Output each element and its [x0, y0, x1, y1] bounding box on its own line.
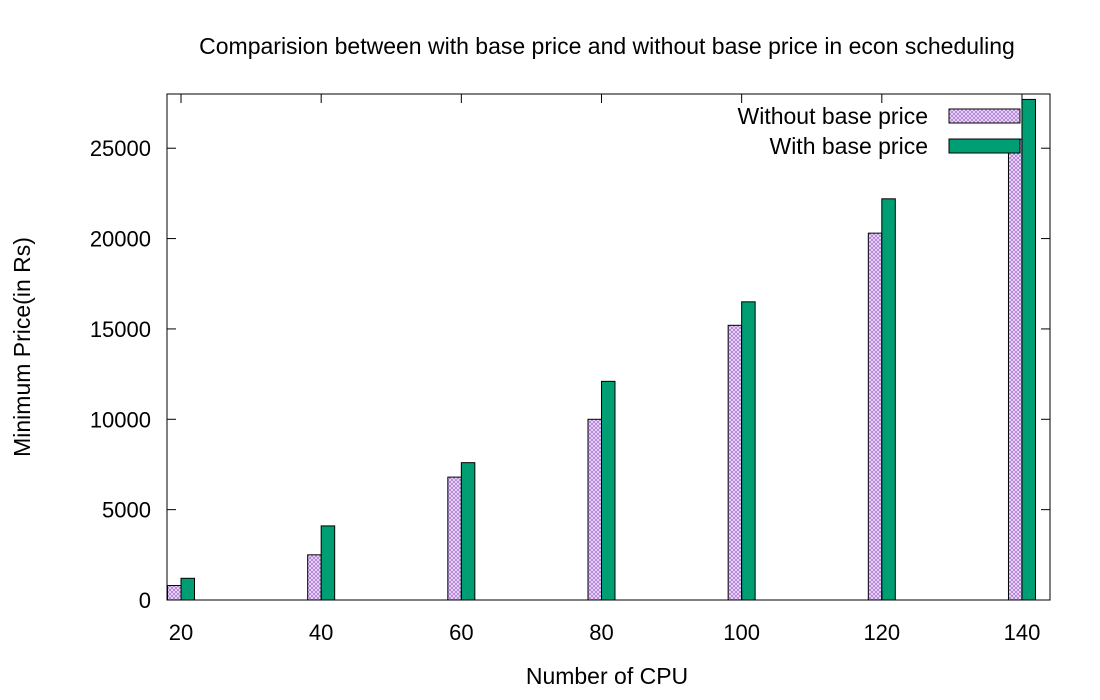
chart-title: Comparision between with base price and …: [199, 33, 1015, 59]
bar-without-base-price-20: [167, 585, 182, 601]
bar-without-base-price-80: [587, 418, 602, 601]
x-tick-label: 20: [169, 620, 193, 645]
x-tick-label: 140: [1004, 620, 1041, 645]
y-axis-label: Minimum Price(in Rs): [9, 237, 35, 457]
y-tick-label: 5000: [102, 498, 151, 523]
legend-label-with-base-price: With base price: [769, 133, 928, 159]
y-tick-label: 0: [139, 588, 151, 613]
bar-without-base-price-120: [867, 232, 883, 601]
bar-with-base-price-140: [1021, 98, 1036, 601]
bar-with-base-price-100: [741, 301, 756, 601]
bar-without-base-price-140: [1007, 138, 1023, 601]
bar-with-base-price-60: [460, 462, 476, 601]
bars-layer: [167, 98, 1036, 601]
bar-with-base-price-20: [180, 577, 196, 601]
x-tick-label: 80: [589, 620, 613, 645]
bar-without-base-price-100: [727, 324, 743, 601]
bar-with-base-price-80: [600, 380, 616, 601]
x-axis-label: Number of CPU: [526, 663, 688, 689]
bar-with-base-price-40: [320, 525, 336, 601]
plot-frame: [166, 93, 1051, 601]
x-tick-label: 60: [449, 620, 473, 645]
bar-with-base-price-120: [881, 198, 896, 601]
y-tick-label: 15000: [90, 317, 151, 342]
x-tick-label: 120: [863, 620, 900, 645]
bar-without-base-price-40: [307, 554, 322, 601]
legend: Without base price With base price: [738, 103, 1021, 159]
bar-without-base-price-60: [447, 476, 462, 601]
y-tick-label: 25000: [90, 136, 151, 161]
legend-swatch-with-base-price: [948, 138, 1021, 154]
x-tick-label: 40: [309, 620, 333, 645]
y-tick-label: 20000: [90, 227, 151, 252]
x-tick-label: 100: [723, 620, 760, 645]
legend-swatch-without-base-price: [948, 108, 1021, 124]
y-tick-label: 10000: [90, 407, 151, 432]
ticks-layer: 0 5000 10000 15000 20000 25000 20 40 60 80 100 120 1…: [90, 94, 1050, 645]
legend-label-without-base-price: Without base price: [738, 103, 928, 129]
